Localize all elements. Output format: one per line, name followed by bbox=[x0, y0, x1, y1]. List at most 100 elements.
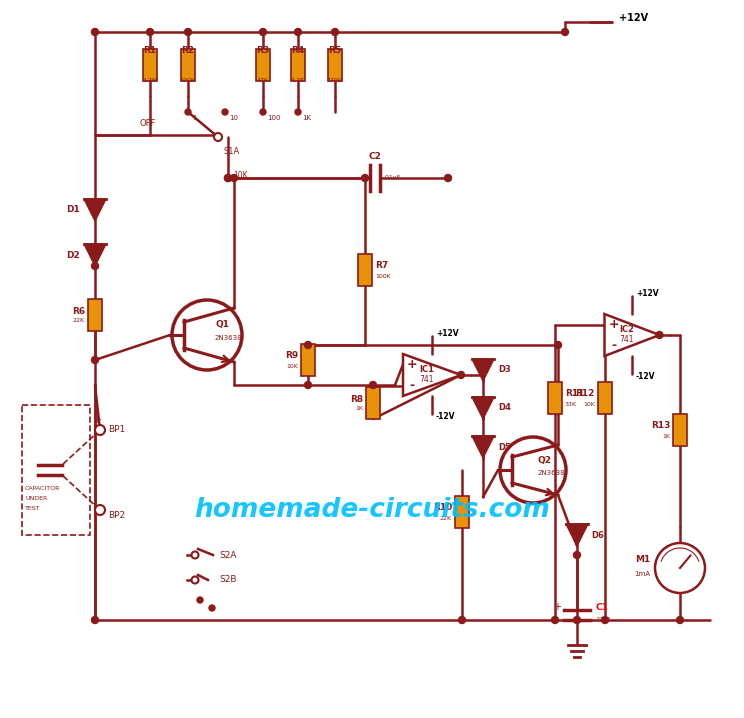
Text: D1: D1 bbox=[66, 205, 80, 215]
Text: 22K: 22K bbox=[440, 516, 452, 521]
Text: R6: R6 bbox=[72, 307, 85, 315]
Circle shape bbox=[225, 174, 231, 182]
Text: D3: D3 bbox=[498, 365, 510, 375]
Text: R2: R2 bbox=[182, 46, 195, 55]
Text: S1A: S1A bbox=[223, 147, 240, 156]
Circle shape bbox=[260, 29, 266, 35]
Text: +: + bbox=[608, 318, 619, 331]
Text: R11: R11 bbox=[565, 389, 584, 398]
Text: 10K: 10K bbox=[286, 363, 298, 368]
Circle shape bbox=[458, 371, 464, 378]
Circle shape bbox=[147, 29, 153, 35]
Circle shape bbox=[95, 505, 105, 515]
Circle shape bbox=[95, 425, 105, 435]
Text: 10K: 10K bbox=[583, 401, 595, 406]
Circle shape bbox=[92, 29, 98, 35]
Bar bbox=[181, 49, 195, 81]
Bar bbox=[256, 49, 270, 81]
Text: R12: R12 bbox=[576, 389, 595, 398]
Text: 1: 1 bbox=[192, 115, 196, 121]
Polygon shape bbox=[472, 397, 494, 419]
Text: -: - bbox=[611, 339, 616, 352]
Polygon shape bbox=[605, 314, 659, 356]
Circle shape bbox=[444, 174, 452, 182]
Circle shape bbox=[656, 332, 663, 338]
Circle shape bbox=[295, 29, 301, 35]
Bar bbox=[143, 49, 157, 81]
Circle shape bbox=[458, 617, 466, 623]
Circle shape bbox=[554, 342, 562, 348]
Text: 2N3638: 2N3638 bbox=[215, 335, 243, 341]
Polygon shape bbox=[84, 244, 106, 266]
Text: Q2: Q2 bbox=[538, 455, 552, 465]
Circle shape bbox=[209, 605, 215, 611]
Text: 1K: 1K bbox=[302, 115, 311, 121]
Bar bbox=[88, 299, 102, 331]
Text: S2A: S2A bbox=[219, 551, 237, 559]
Circle shape bbox=[562, 29, 568, 35]
Text: 470Ω: 470Ω bbox=[327, 78, 343, 83]
Text: -12V: -12V bbox=[436, 412, 455, 421]
Text: IC2: IC2 bbox=[620, 325, 635, 333]
Text: -: - bbox=[409, 379, 414, 392]
Text: R5: R5 bbox=[328, 46, 341, 55]
Circle shape bbox=[655, 543, 705, 593]
Circle shape bbox=[601, 617, 609, 623]
Text: 33K: 33K bbox=[565, 401, 577, 406]
Circle shape bbox=[191, 551, 199, 559]
Circle shape bbox=[304, 381, 312, 388]
Text: 10: 10 bbox=[229, 115, 238, 121]
Text: BP2: BP2 bbox=[108, 510, 125, 520]
Polygon shape bbox=[472, 359, 494, 381]
Text: 100K: 100K bbox=[375, 274, 391, 279]
Circle shape bbox=[304, 342, 312, 348]
Text: 2N3638: 2N3638 bbox=[538, 470, 565, 476]
Text: TEST: TEST bbox=[25, 505, 40, 510]
Polygon shape bbox=[472, 436, 494, 458]
Text: R10: R10 bbox=[433, 503, 452, 513]
Text: +: + bbox=[92, 415, 102, 425]
Text: +12V: +12V bbox=[636, 289, 658, 298]
Text: S2B: S2B bbox=[219, 576, 237, 584]
Circle shape bbox=[231, 174, 237, 182]
Text: homemade-circuits.com: homemade-circuits.com bbox=[194, 497, 550, 523]
Text: 100: 100 bbox=[267, 115, 280, 121]
Circle shape bbox=[574, 617, 580, 623]
Text: +: + bbox=[553, 602, 561, 612]
Text: BP1: BP1 bbox=[108, 426, 125, 434]
Circle shape bbox=[370, 381, 376, 388]
Circle shape bbox=[362, 174, 368, 182]
Bar bbox=[598, 382, 612, 414]
Text: Q1: Q1 bbox=[215, 320, 229, 330]
Text: D2: D2 bbox=[66, 251, 80, 259]
Text: C1: C1 bbox=[595, 602, 608, 612]
Circle shape bbox=[92, 617, 98, 623]
Bar bbox=[328, 49, 342, 81]
Text: 22K: 22K bbox=[73, 319, 85, 324]
Bar bbox=[358, 254, 372, 286]
Text: D5: D5 bbox=[498, 442, 511, 452]
Text: 741: 741 bbox=[420, 376, 434, 385]
Text: 1K: 1K bbox=[662, 434, 670, 439]
Text: D4: D4 bbox=[498, 404, 511, 413]
Text: 22pF: 22pF bbox=[595, 617, 611, 623]
Bar bbox=[301, 344, 315, 376]
Polygon shape bbox=[84, 199, 106, 221]
Circle shape bbox=[574, 551, 580, 559]
Text: D6: D6 bbox=[591, 531, 604, 539]
Circle shape bbox=[92, 263, 98, 269]
Circle shape bbox=[332, 29, 339, 35]
Circle shape bbox=[676, 617, 684, 623]
Bar bbox=[22, 405, 90, 535]
Polygon shape bbox=[403, 354, 461, 396]
Bar bbox=[291, 49, 305, 81]
Text: .01µF: .01µF bbox=[383, 175, 400, 180]
Text: 1K: 1K bbox=[355, 406, 363, 411]
Text: R3: R3 bbox=[257, 46, 269, 55]
Text: 741: 741 bbox=[620, 335, 634, 345]
Text: R4: R4 bbox=[292, 46, 304, 55]
Text: 470K: 470K bbox=[180, 78, 196, 83]
Circle shape bbox=[197, 597, 203, 603]
Text: M1: M1 bbox=[635, 556, 650, 564]
Text: CAPACITOR: CAPACITOR bbox=[25, 485, 60, 490]
